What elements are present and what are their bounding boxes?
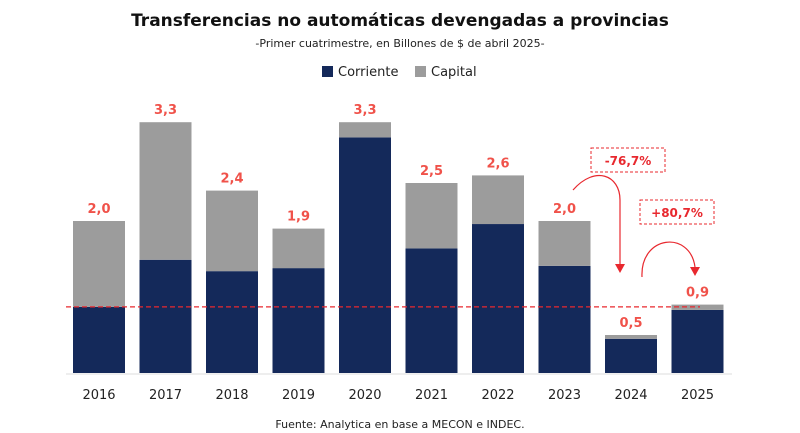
annotation-arrow-2 xyxy=(641,241,696,278)
total-label-2019: 1,9 xyxy=(287,210,310,225)
x-tick-label-2025: 2025 xyxy=(681,388,714,403)
bar-corriente-2024 xyxy=(605,338,657,373)
x-tick-label-2016: 2016 xyxy=(82,388,115,403)
x-tick-label-2020: 2020 xyxy=(348,388,381,403)
legend-swatch-capital xyxy=(415,66,426,77)
legend-label-corriente: Corriente xyxy=(338,65,398,80)
source-note: Fuente: Analytica en base a MECON e INDE… xyxy=(275,418,524,431)
bar-corriente-2022 xyxy=(472,224,524,373)
total-label-2025: 0,9 xyxy=(686,286,709,301)
chart-title: Transferencias no automáticas devengadas… xyxy=(131,11,669,31)
legend-swatch-corriente xyxy=(322,66,333,77)
bar-capital-2024 xyxy=(605,335,657,339)
bar-capital-2020 xyxy=(339,122,391,138)
annotation-arrowhead-1 xyxy=(615,264,625,273)
annotation-text-2: +80,7% xyxy=(651,206,703,220)
total-label-2023: 2,0 xyxy=(553,202,576,217)
bar-capital-2022 xyxy=(472,175,524,225)
bar-capital-2016 xyxy=(73,221,125,307)
annotation-arrow-1 xyxy=(572,174,621,264)
bar-corriente-2020 xyxy=(339,137,391,373)
total-label-2018: 2,4 xyxy=(220,172,243,187)
x-tick-label-2021: 2021 xyxy=(415,388,448,403)
bar-corriente-2025 xyxy=(671,309,724,373)
total-label-2017: 3,3 xyxy=(154,103,177,118)
bar-corriente-2021 xyxy=(405,248,458,373)
bar-corriente-2023 xyxy=(538,265,591,373)
legend: Corriente Capital xyxy=(322,65,477,80)
annotation-box-2 xyxy=(639,199,715,225)
total-label-2016: 2,0 xyxy=(87,202,110,217)
x-tick-label-2018: 2018 xyxy=(215,388,248,403)
x-tick-label-2017: 2017 xyxy=(149,388,182,403)
total-label-2024: 0,5 xyxy=(619,316,642,331)
total-label-2022: 2,6 xyxy=(486,156,509,171)
bar-capital-2017 xyxy=(139,122,192,260)
legend-label-capital: Capital xyxy=(431,65,477,80)
annotation-text-1: -76,7% xyxy=(605,154,652,168)
bar-capital-2019 xyxy=(272,228,325,269)
total-label-2020: 3,3 xyxy=(353,103,376,118)
x-tick-label-2019: 2019 xyxy=(282,388,315,403)
x-tick-label-2023: 2023 xyxy=(548,388,581,403)
bar-capital-2021 xyxy=(405,183,458,249)
x-tick-label-2024: 2024 xyxy=(614,388,647,403)
bar-capital-2025 xyxy=(671,304,724,310)
x-tick-label-2022: 2022 xyxy=(481,388,514,403)
bar-corriente-2017 xyxy=(139,259,192,373)
annotation-box-1 xyxy=(590,147,666,173)
total-label-2021: 2,5 xyxy=(420,164,443,179)
chart-subtitle: -Primer cuatrimestre, en Billones de $ d… xyxy=(255,37,544,50)
bar-capital-2018 xyxy=(206,190,258,272)
annotation-arrowhead-2 xyxy=(690,267,700,276)
bar-corriente-2019 xyxy=(272,268,325,373)
bar-corriente-2018 xyxy=(206,271,258,373)
bar-corriente-2016 xyxy=(73,306,125,373)
bar-capital-2023 xyxy=(538,221,591,266)
